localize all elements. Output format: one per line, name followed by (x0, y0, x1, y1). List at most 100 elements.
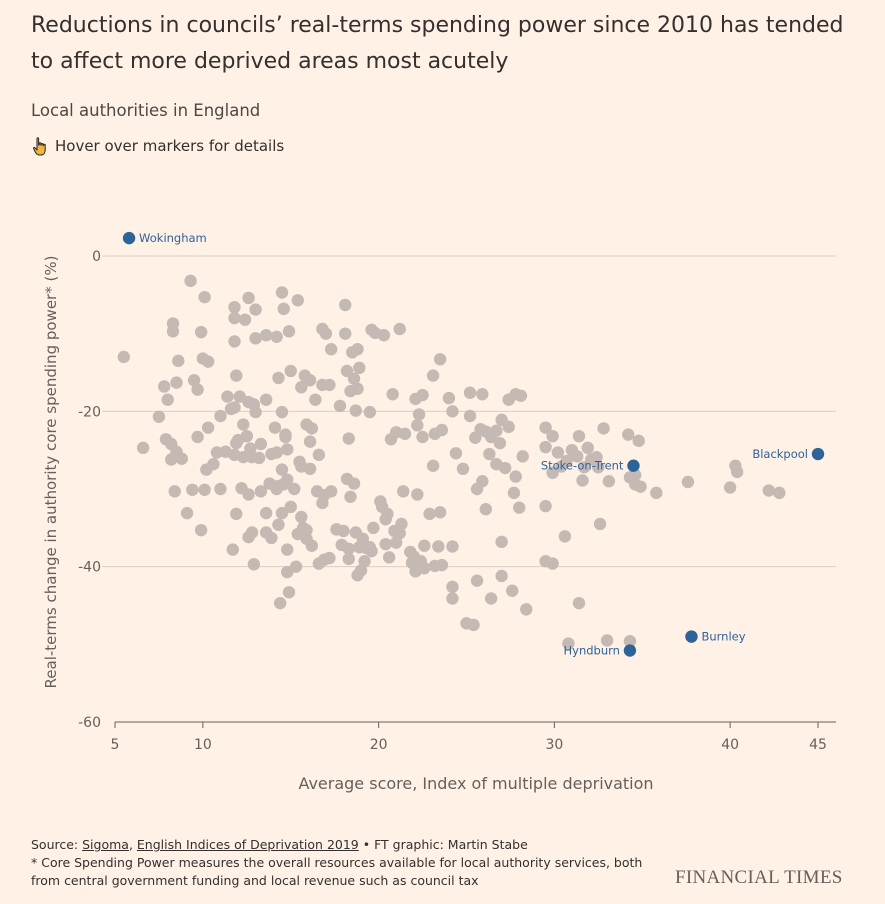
data-point[interactable] (513, 501, 526, 514)
data-point[interactable] (507, 486, 521, 500)
data-point[interactable] (377, 329, 391, 342)
data-point[interactable] (600, 634, 614, 647)
data-point[interactable] (495, 535, 508, 549)
data-point[interactable] (723, 481, 737, 494)
data-point[interactable] (390, 536, 403, 549)
data-point[interactable] (165, 453, 178, 466)
data-point[interactable] (288, 482, 301, 496)
data-point[interactable] (342, 432, 355, 445)
data-point[interactable] (351, 382, 364, 396)
data-point[interactable] (309, 393, 322, 406)
data-point[interactable] (245, 450, 259, 464)
data-point[interactable] (275, 506, 289, 520)
data-point[interactable] (546, 466, 559, 479)
data-point[interactable] (449, 447, 463, 460)
data-point[interactable] (228, 335, 241, 348)
data-point[interactable] (426, 369, 440, 382)
data-point[interactable] (514, 389, 528, 402)
data-point[interactable] (259, 393, 273, 406)
data-point[interactable] (562, 637, 575, 650)
data-point[interactable] (446, 592, 459, 605)
data-point[interactable] (572, 596, 586, 610)
data-point[interactable] (418, 562, 431, 575)
data-point[interactable] (275, 463, 289, 476)
data-point[interactable] (275, 286, 289, 299)
data-point[interactable] (284, 364, 297, 378)
data-point[interactable] (224, 402, 238, 416)
data-point[interactable] (335, 538, 348, 552)
highlight-point-blackpool[interactable] (811, 447, 825, 461)
data-point[interactable] (467, 618, 480, 632)
data-point[interactable] (634, 480, 647, 493)
data-point[interactable] (277, 302, 290, 316)
data-point[interactable] (442, 391, 456, 405)
data-point[interactable] (303, 435, 317, 448)
data-point[interactable] (228, 311, 241, 325)
data-point[interactable] (281, 443, 294, 456)
data-point[interactable] (551, 446, 565, 459)
data-point[interactable] (476, 475, 489, 488)
highlight-point-burnley[interactable] (685, 630, 698, 643)
data-point[interactable] (259, 506, 273, 520)
data-point[interactable] (207, 457, 220, 471)
data-point[interactable] (397, 485, 410, 498)
data-point[interactable] (226, 543, 239, 556)
data-point[interactable] (418, 539, 431, 552)
data-point[interactable] (546, 557, 559, 570)
data-point[interactable] (136, 441, 150, 455)
data-point[interactable] (593, 517, 607, 531)
data-point[interactable] (230, 369, 243, 382)
data-point[interactable] (180, 506, 194, 520)
data-point[interactable] (270, 330, 283, 343)
data-point[interactable] (358, 555, 371, 568)
data-point[interactable] (242, 291, 255, 305)
data-point[interactable] (330, 523, 343, 536)
data-point[interactable] (621, 428, 635, 441)
data-point[interactable] (316, 496, 329, 510)
data-point[interactable] (502, 420, 515, 434)
data-point[interactable] (166, 325, 180, 338)
data-point[interactable] (339, 298, 352, 312)
data-point[interactable] (386, 388, 399, 401)
source-link-imd[interactable]: English Indices of Deprivation 2019 (136, 837, 359, 852)
data-point[interactable] (230, 507, 243, 521)
highlight-point-hyndburn[interactable] (623, 644, 637, 657)
data-point[interactable] (426, 459, 440, 472)
data-point[interactable] (312, 448, 326, 462)
data-point[interactable] (168, 485, 181, 498)
data-point[interactable] (221, 390, 234, 403)
data-point[interactable] (300, 523, 313, 537)
data-point[interactable] (435, 558, 449, 572)
data-point[interactable] (281, 473, 294, 486)
data-point[interactable] (476, 388, 489, 401)
data-point[interactable] (186, 483, 199, 496)
data-point[interactable] (416, 430, 429, 444)
data-point[interactable] (353, 361, 366, 375)
data-point[interactable] (323, 378, 336, 392)
data-point[interactable] (194, 325, 208, 339)
data-point[interactable] (484, 592, 498, 605)
data-point[interactable] (175, 452, 188, 465)
data-point[interactable] (247, 558, 261, 571)
data-point[interactable] (161, 393, 174, 406)
data-point[interactable] (490, 424, 503, 437)
data-point[interactable] (546, 429, 559, 443)
data-point[interactable] (432, 540, 445, 553)
data-point[interactable] (191, 383, 204, 396)
data-point[interactable] (446, 540, 459, 553)
data-point[interactable] (539, 421, 552, 434)
data-point[interactable] (560, 454, 573, 468)
data-point[interactable] (446, 580, 459, 594)
data-point[interactable] (395, 517, 408, 531)
data-point[interactable] (433, 353, 447, 366)
data-point[interactable] (259, 329, 273, 342)
data-point[interactable] (558, 530, 572, 543)
data-point[interactable] (571, 450, 584, 463)
data-point[interactable] (463, 409, 477, 423)
data-point[interactable] (259, 526, 273, 539)
data-point[interactable] (351, 569, 364, 582)
data-point[interactable] (411, 488, 424, 501)
data-point[interactable] (303, 374, 317, 387)
data-point[interactable] (470, 574, 484, 587)
data-point[interactable] (342, 552, 355, 566)
